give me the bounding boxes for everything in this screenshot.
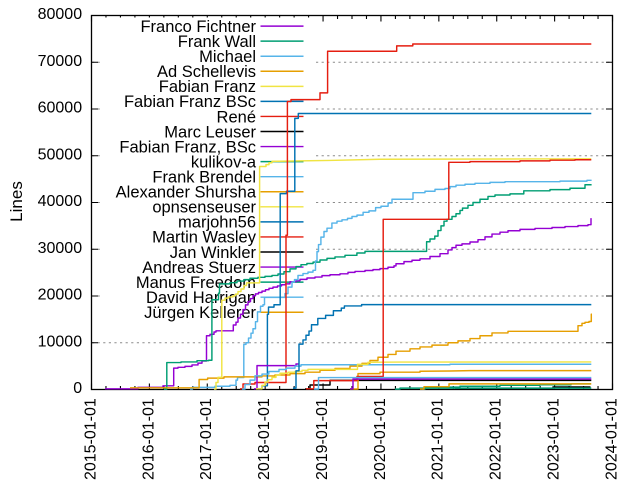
svg-text:Jan Winkler: Jan Winkler (170, 244, 257, 262)
svg-text:Alexander Shursha: Alexander Shursha (116, 184, 257, 202)
svg-text:50000: 50000 (38, 146, 83, 163)
svg-text:2024-01-01: 2024-01-01 (603, 398, 620, 480)
svg-text:2018-01-01: 2018-01-01 (256, 398, 273, 480)
svg-text:Manus Freedom: Manus Freedom (136, 274, 256, 292)
svg-text:Frank Wall: Frank Wall (178, 33, 256, 51)
svg-text:Marc Leuser: Marc Leuser (164, 123, 256, 141)
svg-text:Jürgen Kellerer: Jürgen Kellerer (144, 304, 256, 322)
svg-text:Michael: Michael (199, 48, 256, 66)
svg-text:60000: 60000 (38, 100, 83, 117)
svg-text:kulikov-a: kulikov-a (191, 153, 257, 171)
svg-text:Fabian Franz: Fabian Franz (159, 78, 256, 96)
svg-text:Fabian Franz, BSc: Fabian Franz, BSc (119, 138, 256, 156)
svg-text:David Harrigan: David Harrigan (146, 289, 256, 307)
svg-text:Martin Wasley: Martin Wasley (152, 229, 257, 247)
svg-text:0: 0 (73, 380, 82, 397)
svg-text:2017-01-01: 2017-01-01 (198, 398, 215, 480)
svg-text:Ad Schellevis: Ad Schellevis (157, 63, 256, 81)
svg-text:Lines: Lines (7, 181, 26, 222)
svg-text:Franco Fichtner: Franco Fichtner (140, 18, 256, 36)
svg-text:30000: 30000 (38, 240, 83, 257)
svg-text:2021-01-01: 2021-01-01 (430, 398, 447, 480)
svg-text:2020-01-01: 2020-01-01 (372, 398, 389, 480)
svg-text:René: René (217, 108, 256, 126)
svg-text:2019-01-01: 2019-01-01 (314, 398, 331, 480)
svg-text:Andreas Stuerz: Andreas Stuerz (142, 259, 256, 277)
svg-text:opnsenseuser: opnsenseuser (152, 199, 256, 217)
svg-text:Fabian Franz BSc: Fabian Franz BSc (124, 93, 256, 111)
svg-text:2023-01-01: 2023-01-01 (546, 398, 563, 480)
svg-text:10000: 10000 (38, 333, 83, 350)
svg-text:70000: 70000 (38, 53, 83, 70)
svg-text:2022-01-01: 2022-01-01 (488, 398, 505, 480)
svg-text:Frank Brendel: Frank Brendel (152, 169, 256, 187)
svg-text:20000: 20000 (38, 287, 83, 304)
svg-text:80000: 80000 (38, 6, 83, 23)
svg-text:marjohn56: marjohn56 (178, 214, 256, 232)
svg-text:2015-01-01: 2015-01-01 (82, 398, 99, 480)
svg-text:40000: 40000 (38, 193, 83, 210)
svg-text:2016-01-01: 2016-01-01 (140, 398, 157, 480)
